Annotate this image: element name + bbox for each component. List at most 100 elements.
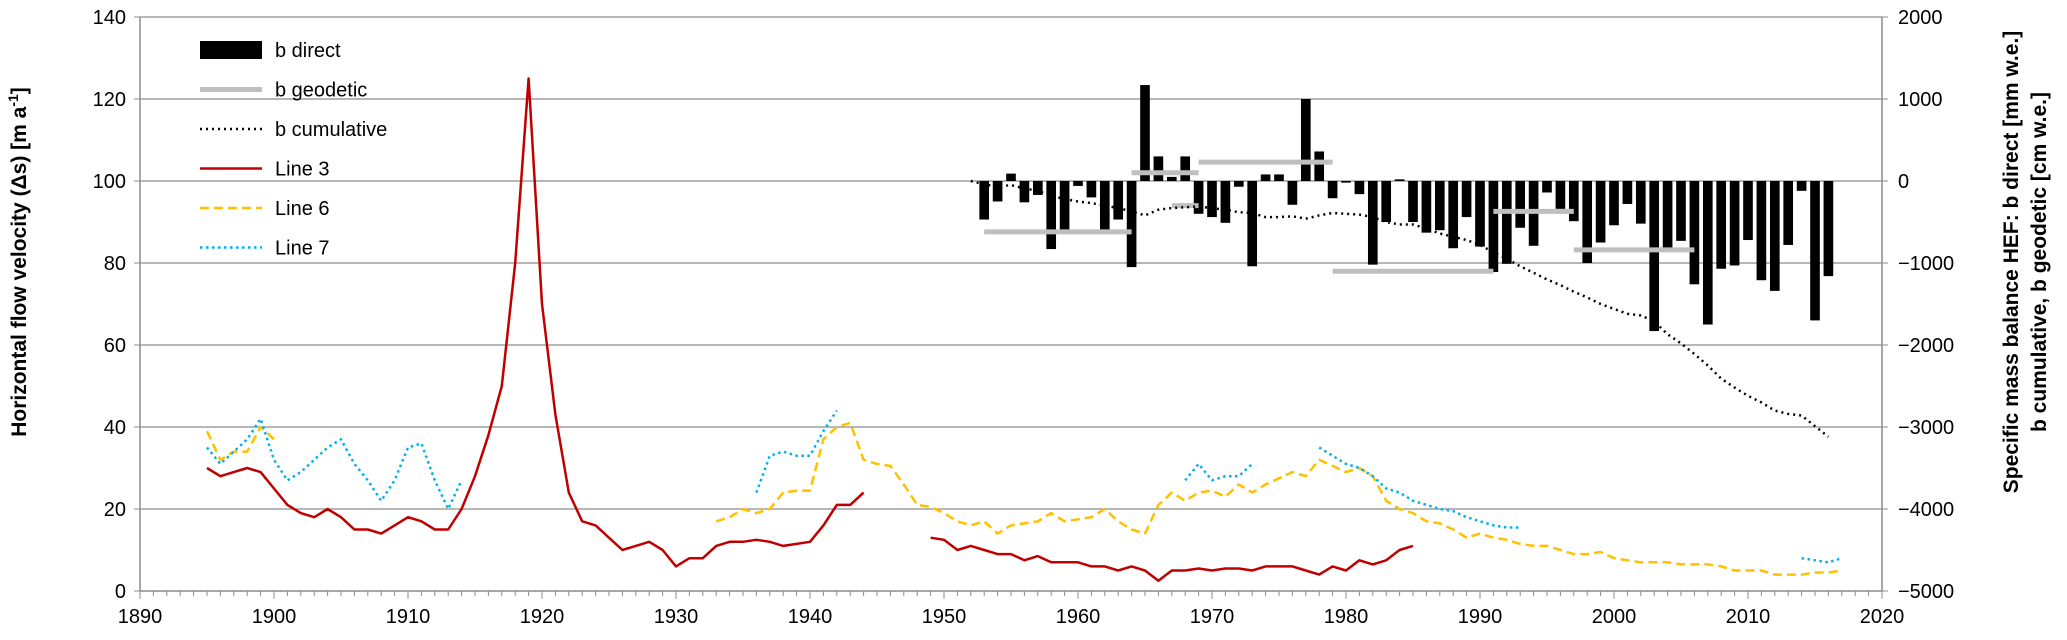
x-tick-label: 2000	[1592, 606, 1637, 628]
y-left-tick-label: 80	[104, 253, 126, 275]
b-direct-bar	[1568, 181, 1579, 222]
line6-line-segment	[715, 421, 1842, 576]
b-direct-bar	[1126, 181, 1137, 268]
b-direct-bar	[1582, 181, 1593, 263]
legend-label: b cumulative	[275, 119, 387, 141]
b-direct-bar	[1729, 181, 1740, 266]
b-direct-bar	[1475, 181, 1485, 247]
x-tick-label: 1940	[788, 606, 833, 628]
b-direct-bar	[979, 181, 990, 220]
b-direct-bar	[1609, 181, 1619, 226]
y-right-tick-label: −5000	[1898, 581, 1954, 603]
b-direct-bar	[1796, 181, 1807, 191]
b-cumulative-line	[970, 179, 1830, 438]
b-direct-bar	[1702, 181, 1713, 325]
b-direct-bar	[1260, 174, 1271, 181]
y-left-tick-label: 60	[104, 335, 126, 357]
x-tick-label: 1950	[922, 606, 967, 628]
b-direct-bar	[1140, 85, 1150, 181]
x-tick-label: 1930	[654, 606, 699, 628]
b-direct-bar	[1461, 181, 1472, 218]
line7-line-segment	[206, 417, 463, 511]
b-direct-bar	[1019, 181, 1030, 203]
tick-labels: 1890 1900 1910 1920 1930 1940 1950 1960 1970 1980…	[93, 7, 1955, 628]
x-tick-label: 1890	[118, 606, 163, 628]
b-direct-bar	[1676, 181, 1686, 241]
b-direct-bar	[1394, 179, 1405, 181]
b-direct-bar	[1099, 181, 1110, 231]
b-direct-bar	[1501, 181, 1512, 264]
b-direct-bar	[1314, 151, 1325, 181]
b-direct-bar	[1756, 181, 1767, 281]
line3-line-segment	[930, 536, 1414, 583]
b-direct-bar	[1716, 181, 1727, 269]
b-direct-bar	[1113, 181, 1124, 220]
x-tick-label: 1960	[1056, 606, 1101, 628]
b-direct-bar	[1635, 181, 1646, 224]
b-direct-bar	[1059, 181, 1070, 232]
y-right-tick-label: −2000	[1898, 335, 1954, 357]
b-direct-bar	[1354, 181, 1365, 195]
b-direct-bar	[1769, 181, 1780, 291]
line7-line-segment	[1184, 462, 1254, 482]
b-direct-bar	[1086, 181, 1097, 198]
line7-line-segment	[1318, 446, 1521, 529]
x-tick-label: 1990	[1458, 606, 1503, 628]
y-left-axis-label: Horizontal flow velocity (Δs) [m a-1]	[5, 87, 31, 437]
y-right-axis-label-line1: Specific mass balance HEF: b direct [mm …	[2000, 31, 2023, 494]
b-direct-bar	[1073, 181, 1083, 186]
y-right-axis-label-line2: b cumulative, b geodetic [cm w.e.]	[2028, 92, 2051, 432]
b-direct-bars	[979, 85, 1834, 332]
b-direct-bar	[1823, 181, 1834, 277]
b-direct-bar	[1247, 181, 1258, 267]
y-left-tick-label: 40	[104, 417, 126, 439]
legend-label: Line 6	[275, 198, 330, 220]
b-direct-bar	[1743, 181, 1753, 241]
x-tick-label: 2010	[1726, 606, 1771, 628]
b-direct-bar	[992, 181, 1003, 202]
line3-line-segment	[206, 77, 865, 568]
b-direct-bar	[1006, 173, 1016, 181]
b-direct-bar	[1180, 156, 1191, 181]
y-right-tick-label: −1000	[1898, 253, 1954, 275]
horizontal-gridlines	[140, 16, 1882, 510]
b-direct-bar	[1542, 181, 1552, 193]
line7-line-segment	[1801, 556, 1843, 564]
b-direct-bar	[1153, 156, 1164, 181]
b-direct-bar	[1421, 181, 1432, 233]
x-tick-label: 1910	[386, 606, 431, 628]
b-direct-bar	[1689, 181, 1700, 285]
x-tick-label: 1980	[1324, 606, 1369, 628]
y-right-tick-label: −4000	[1898, 499, 1954, 521]
y-right-tick-label: 1000	[1898, 89, 1943, 111]
b-direct-bar	[1810, 181, 1820, 321]
legend-label: Line 3	[275, 159, 330, 181]
b-direct-bar	[1341, 181, 1351, 183]
x-tick-label: 1920	[520, 606, 565, 628]
line7-line-segment	[755, 409, 838, 494]
b-direct-bar	[1434, 181, 1445, 231]
x-tick-label: 1900	[252, 606, 297, 628]
y-left-tick-label: 100	[93, 171, 126, 193]
b-direct-bar	[1381, 181, 1392, 222]
b-direct-bar	[1488, 181, 1499, 273]
b-direct-bar	[1595, 181, 1606, 243]
b-direct-bar	[1032, 181, 1043, 195]
b-direct-bar	[1783, 181, 1794, 245]
series-lines	[205, 77, 1843, 583]
b-direct-bar	[1649, 181, 1660, 332]
legend-label: b direct	[275, 40, 341, 62]
b-direct-bar	[1193, 181, 1204, 214]
b-direct-bar	[1300, 99, 1311, 181]
b-direct-bar	[1233, 181, 1244, 187]
b-direct-bar	[1220, 181, 1231, 223]
y-right-tick-label: −3000	[1898, 417, 1954, 439]
axes	[134, 16, 1888, 599]
b-direct-bar	[1515, 181, 1526, 228]
b-direct-bar	[1287, 181, 1298, 205]
b-direct-bar	[1662, 181, 1673, 249]
legend-label: b geodetic	[275, 80, 367, 102]
b-direct-bar	[1448, 181, 1459, 249]
x-tick-label: 1970	[1190, 606, 1235, 628]
b-direct-bar	[1274, 174, 1284, 181]
